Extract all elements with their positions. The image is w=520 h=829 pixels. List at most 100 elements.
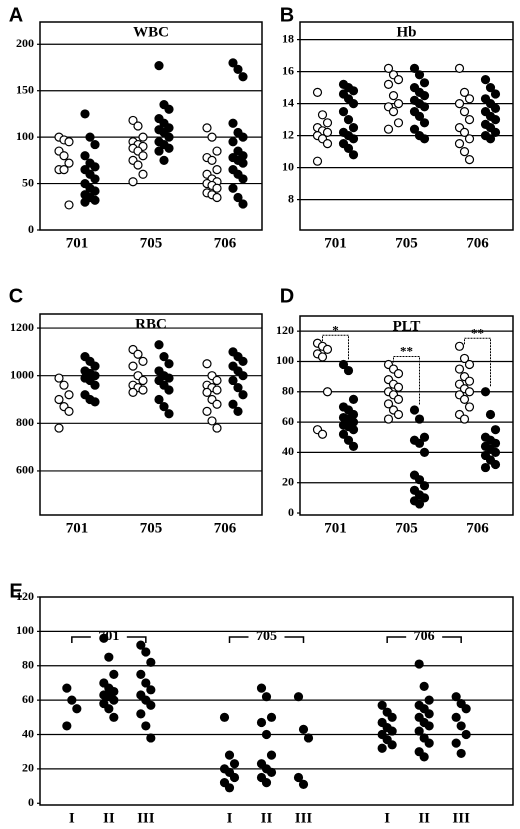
data-point bbox=[419, 752, 429, 762]
data-point bbox=[224, 750, 235, 760]
x-tick-label: 706 bbox=[466, 520, 489, 536]
x-tick-label: 706 bbox=[214, 520, 237, 536]
data-point bbox=[322, 344, 333, 354]
data-point bbox=[233, 382, 243, 393]
group-bracket bbox=[71, 636, 147, 643]
y-tick-label: 12 bbox=[282, 127, 294, 141]
data-point bbox=[393, 382, 404, 392]
data-point bbox=[146, 685, 156, 695]
data-point bbox=[387, 740, 397, 750]
significance-label: ** bbox=[400, 343, 413, 358]
data-point bbox=[154, 61, 164, 71]
panel-letter: D bbox=[280, 285, 294, 307]
data-point bbox=[464, 359, 475, 370]
data-point bbox=[490, 425, 501, 435]
data-point bbox=[454, 98, 465, 109]
y-tick-label: 150 bbox=[16, 82, 34, 96]
y-tick-label: 800 bbox=[16, 415, 34, 429]
data-point bbox=[298, 779, 309, 789]
data-point bbox=[154, 340, 164, 350]
data-point bbox=[164, 385, 174, 395]
y-tick-label: 120 bbox=[276, 323, 294, 337]
data-point bbox=[317, 352, 328, 362]
data-point bbox=[293, 692, 304, 702]
data-point bbox=[419, 78, 430, 88]
data-point bbox=[419, 90, 430, 101]
data-point bbox=[348, 441, 359, 451]
data-point bbox=[128, 387, 138, 397]
data-point bbox=[85, 132, 95, 142]
significance-label: * bbox=[332, 322, 339, 337]
y-tick-label: 200 bbox=[16, 36, 34, 50]
plot-frame bbox=[299, 315, 514, 516]
data-point bbox=[480, 74, 491, 85]
data-point bbox=[233, 406, 243, 417]
panel-title: RBC bbox=[135, 316, 167, 332]
data-point bbox=[414, 414, 425, 424]
y-tick-label: 40 bbox=[22, 726, 34, 740]
data-point bbox=[90, 361, 100, 371]
data-point bbox=[464, 114, 475, 125]
data-point bbox=[164, 373, 174, 383]
data-point bbox=[393, 98, 404, 109]
data-point bbox=[146, 733, 156, 743]
group-label: 706 bbox=[414, 629, 435, 644]
significance-label: ** bbox=[471, 325, 484, 340]
data-point bbox=[202, 406, 212, 417]
data-point bbox=[317, 429, 328, 439]
data-point bbox=[414, 726, 424, 736]
data-point bbox=[228, 118, 238, 128]
data-point bbox=[393, 118, 404, 128]
data-point bbox=[485, 82, 496, 93]
data-point bbox=[228, 58, 238, 68]
data-point bbox=[64, 200, 74, 210]
data-point bbox=[207, 155, 217, 165]
y-tick-label: 50 bbox=[22, 175, 34, 189]
x-tick-label: 706 bbox=[214, 235, 237, 251]
data-point bbox=[136, 669, 146, 679]
panel-letter: B bbox=[280, 4, 294, 26]
data-point bbox=[459, 394, 470, 404]
data-point bbox=[141, 678, 151, 688]
data-point bbox=[343, 114, 354, 125]
data-point bbox=[212, 183, 222, 193]
data-point bbox=[459, 87, 470, 98]
y-tick-label: 100 bbox=[16, 623, 34, 637]
x-tick-label: III bbox=[452, 810, 470, 826]
data-point bbox=[383, 414, 394, 424]
x-tick-label: 701 bbox=[66, 520, 89, 536]
data-point bbox=[109, 712, 119, 722]
data-point bbox=[348, 122, 359, 133]
panel-letter: E bbox=[9, 580, 22, 602]
data-point bbox=[454, 63, 465, 74]
data-point bbox=[80, 109, 90, 119]
data-point bbox=[480, 387, 491, 397]
data-point bbox=[393, 74, 404, 85]
x-tick-label: 705 bbox=[395, 520, 418, 536]
data-point bbox=[377, 700, 387, 710]
data-point bbox=[459, 127, 470, 137]
panel-title: PLT bbox=[393, 318, 421, 334]
data-point bbox=[409, 405, 420, 415]
data-point bbox=[419, 102, 430, 112]
data-point bbox=[414, 499, 425, 509]
data-point bbox=[348, 394, 359, 404]
data-point bbox=[388, 90, 399, 101]
data-point bbox=[322, 387, 333, 397]
data-point bbox=[228, 375, 238, 386]
data-point bbox=[72, 704, 82, 714]
data-point bbox=[338, 429, 349, 439]
data-point bbox=[164, 143, 174, 153]
significance-bracket bbox=[393, 356, 420, 405]
y-tick-label: 14 bbox=[282, 95, 294, 109]
data-point bbox=[219, 712, 230, 722]
data-point bbox=[136, 709, 146, 719]
data-point bbox=[414, 659, 424, 669]
data-point bbox=[212, 385, 222, 395]
data-point bbox=[62, 721, 72, 731]
data-point bbox=[419, 134, 430, 144]
data-point bbox=[419, 681, 429, 691]
data-point bbox=[459, 353, 470, 364]
data-point bbox=[64, 137, 74, 147]
